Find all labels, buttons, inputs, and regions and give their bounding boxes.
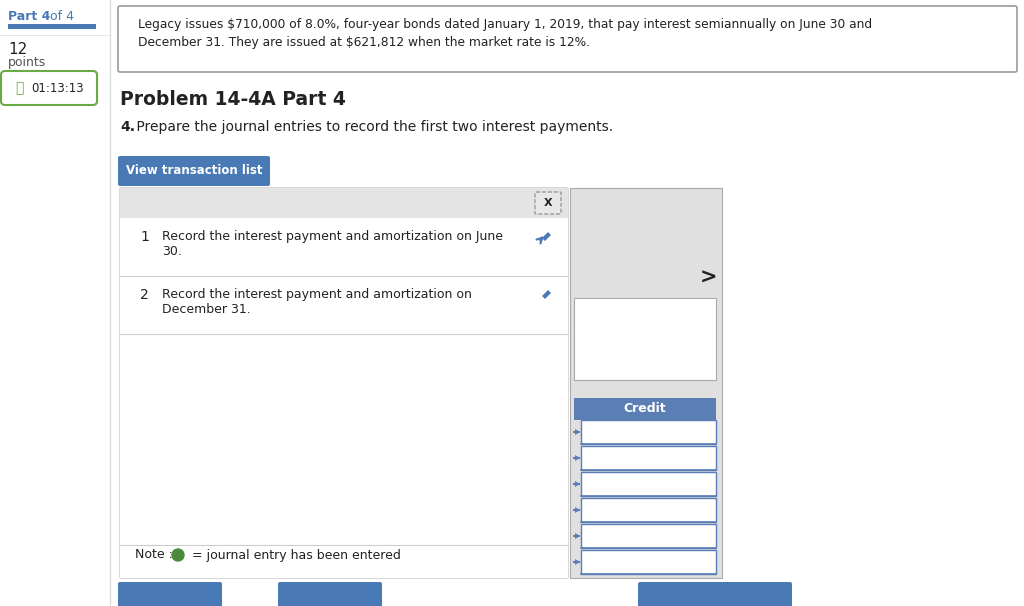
Bar: [581, 446, 716, 470]
Circle shape: [172, 549, 184, 561]
Text: Note :: Note :: [135, 548, 177, 562]
FancyBboxPatch shape: [118, 6, 1017, 72]
Text: December 31. They are issued at $621,812 when the market rate is 12%.: December 31. They are issued at $621,812…: [138, 36, 590, 49]
Bar: [570, 188, 722, 578]
Bar: [581, 472, 716, 496]
FancyBboxPatch shape: [120, 188, 568, 578]
Text: >: >: [700, 268, 718, 288]
Bar: [574, 298, 716, 380]
FancyBboxPatch shape: [535, 192, 561, 214]
Text: 12: 12: [8, 42, 28, 57]
Bar: [574, 398, 716, 420]
Polygon shape: [575, 533, 580, 539]
Text: Problem 14-4A Part 4: Problem 14-4A Part 4: [120, 90, 346, 109]
Text: Record the interest payment and amortization on June
30.: Record the interest payment and amortiza…: [162, 230, 503, 258]
Text: 4.: 4.: [120, 120, 135, 134]
Text: Credit: Credit: [624, 402, 667, 416]
FancyBboxPatch shape: [118, 582, 222, 606]
FancyBboxPatch shape: [118, 156, 270, 186]
Polygon shape: [575, 429, 580, 435]
Text: 01:13:13: 01:13:13: [31, 81, 84, 95]
Polygon shape: [575, 481, 580, 487]
Bar: [581, 524, 716, 548]
Polygon shape: [575, 507, 580, 513]
FancyBboxPatch shape: [278, 582, 382, 606]
Text: X: X: [544, 198, 552, 208]
Text: View transaction list: View transaction list: [126, 164, 262, 178]
FancyBboxPatch shape: [638, 582, 792, 606]
Polygon shape: [575, 455, 580, 461]
Text: 1: 1: [140, 230, 148, 244]
Bar: [581, 550, 716, 574]
Text: Legacy issues $710,000 of 8.0%, four-year bonds dated January 1, 2019, that pay : Legacy issues $710,000 of 8.0%, four-yea…: [138, 18, 872, 31]
Polygon shape: [542, 290, 551, 299]
Text: Prepare the journal entries to record the first two interest payments.: Prepare the journal entries to record th…: [132, 120, 613, 134]
Polygon shape: [575, 559, 580, 565]
Text: 2: 2: [140, 288, 148, 302]
Bar: [581, 420, 716, 444]
Text: = journal entry has been entered: = journal entry has been entered: [188, 548, 400, 562]
Bar: [120, 218, 568, 578]
Bar: [581, 498, 716, 522]
Bar: [120, 188, 568, 218]
Text: ⧗: ⧗: [15, 81, 24, 95]
Text: Record the interest payment and amortization on
December 31.: Record the interest payment and amortiza…: [162, 288, 472, 316]
FancyBboxPatch shape: [1, 71, 97, 105]
Bar: [8, 24, 96, 29]
Text: of 4: of 4: [46, 10, 74, 23]
Text: Part 4: Part 4: [8, 10, 50, 23]
Polygon shape: [542, 232, 551, 241]
Text: points: points: [8, 56, 46, 69]
